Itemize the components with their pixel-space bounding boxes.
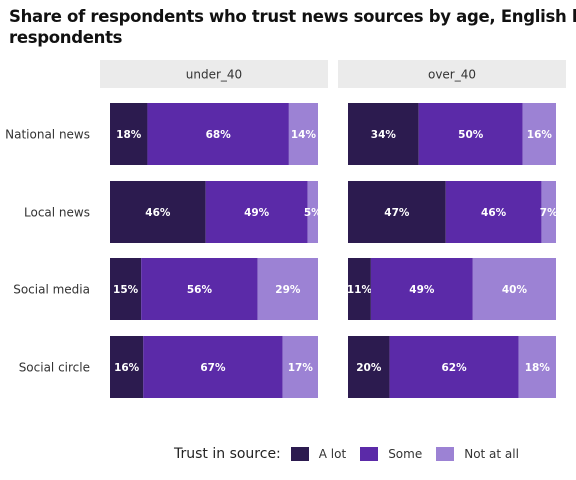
- legend-key-a-lot: [290, 447, 309, 461]
- legend-title: Trust in source:: [174, 446, 281, 462]
- bar-under-40-national-news-not-at-all: [288, 103, 318, 165]
- bar-over-40-social-media-a-lot: [348, 258, 371, 320]
- bar-under-40-social-circle-some: [143, 336, 283, 398]
- data-label-over-40-social-media-some: 49%: [409, 284, 435, 296]
- data-label-over-40-local-news-some: 46%: [481, 207, 507, 219]
- legend-item-not-at-all: Not at all: [436, 447, 519, 461]
- category-label-social-media: Social media: [13, 283, 90, 297]
- data-label-under-40-social-circle-not-at-all: 17%: [288, 362, 314, 374]
- legend-item-some: Some: [360, 447, 422, 461]
- data-label-under-40-social-media-some: 56%: [187, 284, 213, 296]
- bar-under-40-social-media-some: [141, 258, 258, 320]
- bar-over-40-local-news-not-at-all: [541, 181, 556, 243]
- facet-label-under-40: under_40: [186, 68, 242, 82]
- data-label-over-40-social-media-not-at-all: 40%: [502, 284, 528, 296]
- data-label-over-40-social-circle-some: 62%: [442, 362, 468, 374]
- facet-strip-under-40: [100, 60, 328, 88]
- bar-under-40-social-circle-a-lot: [110, 336, 144, 398]
- bar-over-40-national-news-some: [418, 103, 523, 165]
- data-label-under-40-national-news-a-lot: 18%: [116, 129, 142, 141]
- legend-label-a-lot: A lot: [318, 447, 347, 461]
- data-label-under-40-social-media-not-at-all: 29%: [275, 284, 301, 296]
- bar-under-40-local-news-a-lot: [110, 181, 206, 243]
- data-label-under-40-local-news-not-at-all: 5%: [304, 207, 322, 219]
- chart-title-line-2: respondents: [9, 28, 123, 47]
- bar-under-40-social-media-not-at-all: [257, 258, 318, 320]
- bar-over-40-social-circle-some: [389, 336, 519, 398]
- bar-under-40-social-media-a-lot: [110, 258, 142, 320]
- chart-title-line-1: Share of respondents who trust news sour…: [9, 7, 576, 26]
- legend-label-some: Some: [388, 447, 423, 461]
- bar-over-40-national-news-not-at-all: [522, 103, 556, 165]
- legend: Trust in source: A lot Some Not at all: [174, 444, 533, 464]
- bar-under-40-local-news-some: [205, 181, 308, 243]
- data-label-under-40-national-news-some: 68%: [206, 129, 232, 141]
- data-label-over-40-national-news-a-lot: 34%: [371, 129, 397, 141]
- bar-over-40-social-media-some: [370, 258, 473, 320]
- data-label-under-40-local-news-some: 49%: [244, 207, 270, 219]
- legend-item-a-lot: A lot: [290, 447, 347, 461]
- stacked-bar-chart: under_40 over_40 National news Local news So…: [5, 60, 566, 398]
- bar-under-40-national-news-some: [147, 103, 289, 165]
- bar-over-40-local-news-a-lot: [348, 181, 446, 243]
- facet-label-over-40: over_40: [428, 68, 476, 82]
- legend-key-some: [360, 447, 379, 461]
- chart-title: Share of respondents who trust news sour…: [9, 6, 576, 48]
- bar-under-40-local-news-not-at-all: [307, 181, 318, 243]
- data-label-over-40-local-news-not-at-all: 7%: [540, 207, 558, 219]
- bar-over-40-social-circle-a-lot: [348, 336, 390, 398]
- category-label-national-news: National news: [5, 128, 90, 142]
- data-label-under-40-social-media-a-lot: 15%: [113, 284, 139, 296]
- data-label-over-40-social-circle-a-lot: 20%: [356, 362, 382, 374]
- bar-over-40-social-circle-not-at-all: [518, 336, 556, 398]
- bar-under-40-national-news-a-lot: [110, 103, 148, 165]
- data-label-under-40-social-circle-a-lot: 16%: [114, 362, 140, 374]
- bar-over-40-local-news-some: [445, 181, 542, 243]
- data-label-under-40-social-circle-some: 67%: [200, 362, 226, 374]
- data-label-over-40-social-media-a-lot: 11%: [347, 284, 373, 296]
- data-label-over-40-national-news-not-at-all: 16%: [527, 129, 553, 141]
- bar-under-40-social-circle-not-at-all: [282, 336, 318, 398]
- data-label-over-40-social-circle-not-at-all: 18%: [525, 362, 551, 374]
- legend-key-not-at-all: [436, 447, 455, 461]
- bar-over-40-social-media-not-at-all: [472, 258, 556, 320]
- data-label-over-40-national-news-some: 50%: [458, 129, 484, 141]
- facet-strip-over-40: [338, 60, 566, 88]
- category-label-social-circle: Social circle: [19, 361, 90, 375]
- data-label-under-40-national-news-not-at-all: 14%: [291, 129, 317, 141]
- category-label-local-news: Local news: [24, 206, 90, 220]
- data-label-over-40-local-news-a-lot: 47%: [384, 207, 410, 219]
- legend-label-not-at-all: Not at all: [464, 447, 519, 461]
- data-label-under-40-local-news-a-lot: 46%: [145, 207, 171, 219]
- bar-over-40-national-news-a-lot: [348, 103, 419, 165]
